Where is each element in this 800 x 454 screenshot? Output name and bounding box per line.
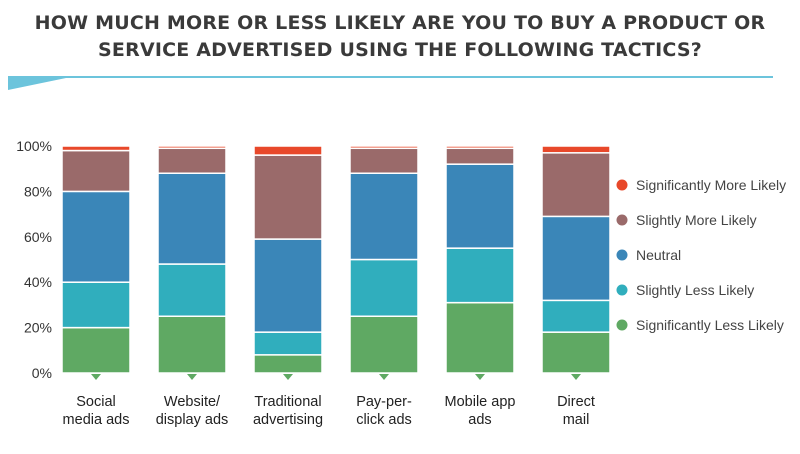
x-category-label: Website/: [164, 394, 221, 410]
bar-segment: [445, 163, 515, 249]
y-tick-label: 40%: [24, 274, 52, 290]
legend-marker: [616, 284, 628, 296]
bar-segment: [61, 281, 131, 329]
y-tick-label: 60%: [24, 229, 52, 245]
bar-segment: [541, 152, 611, 218]
bar-pointer: [571, 374, 581, 380]
x-category-label: Mobile app: [445, 394, 516, 410]
bar-pointer: [91, 374, 101, 380]
bar-segment: [541, 215, 611, 302]
x-category-label: mail: [563, 412, 590, 428]
bar-segment: [61, 149, 131, 193]
bar-segment: [349, 145, 419, 150]
bar-segment: [253, 331, 323, 356]
bar-segment: [157, 147, 227, 174]
legend-entry-label: Significantly Less Likely: [636, 317, 784, 333]
x-category-label: Social: [76, 394, 116, 410]
x-category-label: Traditional: [254, 394, 321, 410]
bar-pointer: [283, 374, 293, 380]
bar-segment: [157, 315, 227, 374]
x-category-label: advertising: [253, 412, 323, 428]
bar-segment: [349, 172, 419, 261]
legend-marker: [616, 319, 628, 331]
y-tick-label: 0%: [32, 365, 52, 381]
title-divider: [8, 76, 773, 78]
bar-segment: [349, 315, 419, 374]
chart-title-line-2: SERVICE ADVERTISED USING THE FOLLOWING T…: [98, 39, 702, 61]
bar-segment: [157, 172, 227, 265]
bar-segment: [253, 238, 323, 333]
bar-segment: [349, 258, 419, 317]
legend-entry-label: Slightly More Likely: [636, 212, 757, 228]
legend-marker: [616, 249, 628, 261]
y-tick-label: 20%: [24, 320, 52, 336]
bar-segment: [253, 145, 323, 156]
x-category-label: click ads: [356, 412, 412, 428]
bar-segment: [157, 263, 227, 318]
y-tick-label: 100%: [16, 138, 52, 154]
bar-segment: [445, 147, 515, 165]
legend-entry-label: Significantly More Likely: [636, 177, 786, 193]
x-category-label: media ads: [63, 412, 130, 428]
y-tick-label: 80%: [24, 183, 52, 199]
legend-entry-label: Slightly Less Likely: [636, 282, 754, 298]
bar-segment: [445, 301, 515, 374]
bar-segment: [445, 247, 515, 304]
bar-segment: [253, 154, 323, 240]
bar-segment: [61, 145, 131, 152]
bar-segment: [349, 147, 419, 174]
x-category-label: Pay-per-: [356, 394, 412, 410]
bar-segment: [541, 331, 611, 374]
bar-segment: [157, 145, 227, 150]
bar-segment: [541, 145, 611, 154]
bar-segment: [253, 354, 323, 374]
x-category-label: Direct: [557, 394, 595, 410]
legend-marker: [616, 179, 628, 191]
bar-segment: [541, 299, 611, 333]
title-divider-accent: [8, 78, 66, 90]
bar-pointer: [475, 374, 485, 380]
chart-title: HOW MUCH MORE OR LESS LIKELY ARE YOU TO …: [0, 10, 800, 64]
bar-segment: [445, 145, 515, 150]
bar-pointer: [187, 374, 197, 380]
bar-pointer: [379, 374, 389, 380]
chart-title-line-1: HOW MUCH MORE OR LESS LIKELY ARE YOU TO …: [34, 12, 766, 34]
legend-entry-label: Neutral: [636, 247, 681, 263]
x-category-label: display ads: [156, 412, 229, 428]
bar-segment: [61, 326, 131, 374]
legend-marker: [616, 214, 628, 226]
bar-segment: [61, 190, 131, 283]
x-category-label: ads: [468, 412, 491, 428]
